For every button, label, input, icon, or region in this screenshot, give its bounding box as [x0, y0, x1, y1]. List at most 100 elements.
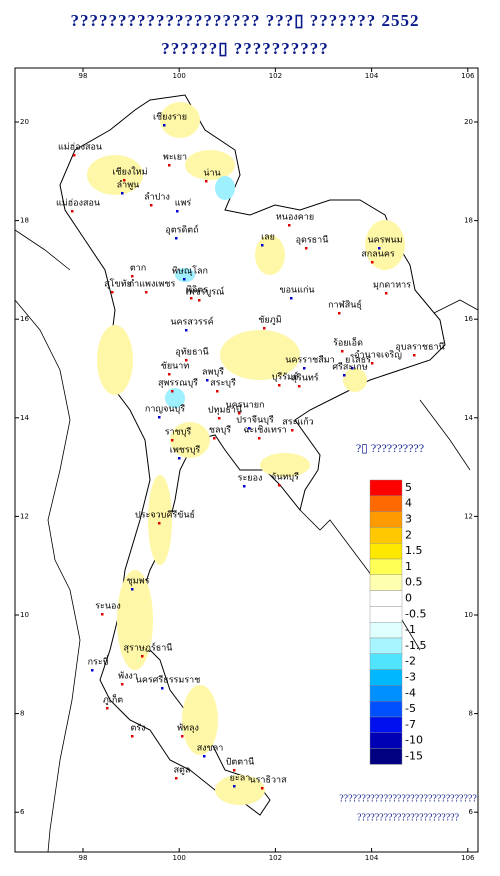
- station-marker: [351, 367, 354, 370]
- province-label: กระบี่: [88, 655, 109, 668]
- legend-swatch: [369, 558, 403, 576]
- y-tick-label-right: 8: [469, 710, 473, 718]
- footer-line1: ???????????????????????????????: [339, 793, 477, 804]
- province-label: ศรีสะเกษ: [332, 362, 367, 373]
- province-label: นครพนม: [367, 236, 402, 246]
- province-label: ประจวบคีรีขันธ์: [135, 509, 195, 521]
- province-label: สระบุรี: [210, 378, 236, 389]
- station-marker: [338, 312, 341, 315]
- province-label: ภูเก็ต: [103, 693, 123, 706]
- footer-line2: ???????????????????????: [357, 812, 460, 823]
- province-label: มุกดาหาร: [373, 281, 411, 291]
- province-label: ปัตตานี: [226, 757, 255, 768]
- province-label: พังงา: [118, 672, 138, 682]
- province-label: อำนาจเจริญ: [354, 350, 402, 361]
- province-label: เชียงใหม่: [112, 167, 147, 178]
- province-label: แพร่: [175, 199, 192, 209]
- legend-label: -10: [405, 734, 423, 747]
- station-marker: [205, 180, 208, 183]
- province-label: สุโขทัย: [104, 279, 132, 290]
- legend-label: -5: [405, 702, 416, 715]
- province-label: พะเยา: [163, 153, 187, 163]
- station-marker: [131, 588, 134, 591]
- province-label: นครราชสีมา: [285, 355, 334, 366]
- province-label: กำแพงเพชร: [129, 279, 176, 290]
- station-marker: [206, 379, 209, 382]
- legend-swatch: [369, 669, 403, 686]
- station-marker: [158, 522, 161, 525]
- province-label: หนองคาย: [276, 213, 314, 223]
- station-marker: [145, 291, 148, 294]
- station-marker: [185, 329, 188, 332]
- station-marker: [175, 777, 178, 780]
- x-tick-label-bottom: 106: [461, 854, 475, 862]
- station-marker: [298, 385, 301, 388]
- x-tick-label-top: 106: [461, 72, 475, 80]
- province-label: เพชรบุรี: [170, 445, 201, 456]
- province-label: ราชบุรี: [165, 427, 192, 438]
- province-label: ระนอง: [95, 602, 121, 612]
- station-marker: [198, 299, 201, 302]
- x-tick-label-top: 98: [79, 72, 88, 80]
- x-tick-label-bottom: 98: [79, 854, 88, 862]
- station-marker: [183, 278, 186, 281]
- province-label: กาญจนบุรี: [145, 404, 185, 415]
- x-tick-label-top: 104: [365, 72, 379, 80]
- station-marker: [303, 367, 306, 370]
- legend-label: -15: [405, 750, 423, 763]
- legend-label: 4: [405, 497, 412, 510]
- station-marker: [168, 373, 171, 376]
- title-line2: ??????▯ ??????????: [161, 39, 329, 58]
- station-marker: [141, 655, 144, 658]
- province-label: พิษณุโลก: [172, 266, 208, 277]
- x-tick-label-top: 102: [269, 72, 282, 80]
- province-label: บุรีรัมย์: [272, 371, 299, 383]
- province-label: ลำปาง: [144, 192, 170, 203]
- y-tick-label-left: 6: [20, 808, 25, 816]
- province-label: ขอนแก่น: [279, 286, 314, 296]
- legend-label: -0.5: [405, 607, 426, 620]
- legend-note: ?▯ ??????????: [356, 441, 424, 455]
- legend-label: 0.5: [405, 576, 423, 589]
- y-tick-label-right: 14: [464, 414, 473, 422]
- legend-swatch: [369, 606, 403, 623]
- station-marker: [371, 261, 374, 264]
- province-label: ชลบุรี: [209, 425, 231, 436]
- legend-swatch: [369, 685, 403, 702]
- province-label: ปทุมธานี: [208, 405, 242, 416]
- province-label: สกลนคร: [361, 250, 395, 260]
- y-tick-label-left: 8: [20, 710, 24, 718]
- province-label: สตูล: [174, 766, 191, 776]
- province-label: ฉะเชิงเทรา: [243, 425, 286, 436]
- station-marker: [216, 390, 219, 393]
- station-marker: [371, 362, 374, 365]
- province-label: จันทบุรี: [271, 472, 299, 483]
- station-marker: [263, 327, 266, 330]
- province-label: เชียงราย: [153, 112, 187, 123]
- legend-label: 1.5: [405, 544, 423, 557]
- y-tick-label-right: 12: [464, 512, 473, 520]
- station-marker: [233, 785, 236, 788]
- legend-label: 5: [405, 481, 412, 494]
- province-label: ร้อยเอ็ด: [333, 336, 363, 349]
- station-marker: [305, 247, 308, 250]
- station-marker: [111, 291, 114, 294]
- legend-swatch: [369, 748, 403, 765]
- x-tick-label-top: 100: [173, 72, 186, 80]
- station-marker: [171, 390, 174, 393]
- legend-label: -1: [405, 623, 416, 636]
- station-marker: [203, 755, 206, 758]
- station-marker: [218, 417, 221, 420]
- province-label: ระยอง: [238, 474, 263, 484]
- legend-label: 0: [405, 592, 412, 605]
- legend-label: -3: [405, 671, 416, 684]
- title-line1: ???????????????????? ???▯ ??????? 2552: [70, 11, 419, 30]
- province-label: ตาก: [130, 264, 146, 274]
- station-marker: [213, 437, 216, 440]
- province-label: นครศรีธรรมราช: [136, 675, 201, 686]
- station-marker: [291, 429, 294, 432]
- x-tick-label-bottom: 102: [269, 854, 282, 862]
- province-label: นครนายก: [226, 401, 265, 411]
- legend-label: 3: [405, 513, 412, 526]
